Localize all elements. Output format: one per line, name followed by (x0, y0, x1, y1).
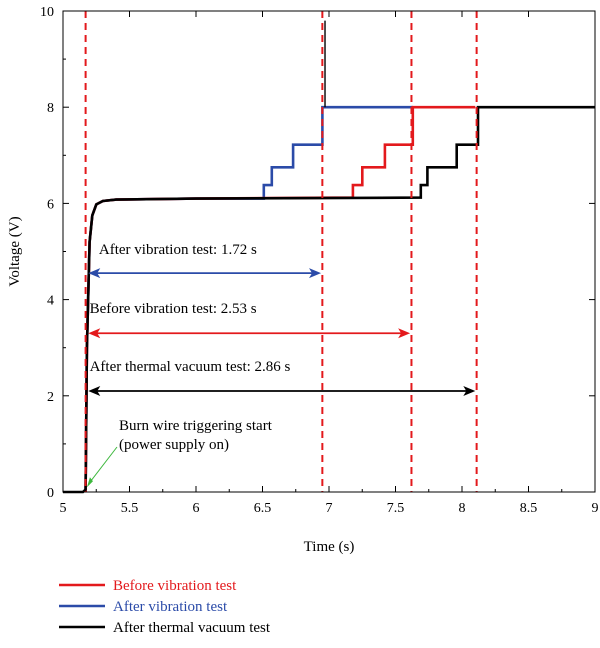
legend-label-2: After thermal vacuum test (113, 620, 271, 636)
y-tick-label-2: 4 (47, 294, 54, 309)
annotations-layer: After vibration test: 1.72 s Before vibra… (86, 242, 476, 488)
callout-line-0: Burn wire triggering start (119, 418, 273, 434)
x-tick-label-2: 6 (193, 501, 200, 516)
series-line-0 (84, 105, 476, 493)
series-line-2 (63, 105, 595, 494)
callout-line-1: (power supply on) (119, 437, 229, 453)
x-tick-label-6: 8 (459, 501, 466, 516)
series-layer (63, 20, 595, 494)
duration-label-1: Before vibration test: 2.53 s (90, 301, 257, 317)
y-tick-label-1: 2 (47, 390, 54, 405)
legend-label-1: After vibration test (113, 599, 228, 615)
y-tick-label-4: 8 (47, 101, 54, 116)
arrowhead-left-0 (88, 268, 101, 279)
arrowhead-right-0 (309, 268, 322, 279)
x-tick-label-3: 6.5 (254, 501, 272, 516)
x-tick-label-0: 5 (60, 501, 67, 516)
x-tick-label-7: 8.5 (520, 501, 538, 516)
callout-arrowhead (86, 477, 93, 488)
duration-label-2: After thermal vacuum test: 2.86 s (90, 359, 291, 375)
vertical-markers-layer (84, 11, 478, 492)
y-tick-label-5: 10 (40, 5, 54, 20)
legend-label-0: Before vibration test (113, 578, 237, 594)
y-tick-label-0: 0 (47, 486, 54, 501)
arrowhead-left-1 (88, 328, 101, 339)
axes-layer: 5 5.5 6 6.5 7 7.5 8 8.5 9 0 2 4 6 8 10 (40, 5, 599, 516)
arrowhead-right-2 (463, 385, 476, 396)
x-tick-label-4: 7 (326, 501, 333, 516)
y-tick-label-3: 6 (47, 197, 54, 212)
legend: Before vibration test After vibration tes… (59, 578, 271, 636)
y-axis-label: Voltage (V) (7, 216, 23, 286)
x-tick-label-1: 5.5 (121, 501, 139, 516)
x-axis-label: Time (s) (304, 539, 355, 555)
x-tick-label-8: 9 (592, 501, 599, 516)
arrowhead-left-2 (88, 385, 101, 396)
duration-label-0: After vibration test: 1.72 s (99, 242, 257, 258)
series-line-1 (84, 105, 413, 493)
arrowhead-right-1 (398, 328, 411, 339)
x-tick-label-5: 7.5 (387, 501, 405, 516)
callout-pointer (89, 446, 118, 483)
